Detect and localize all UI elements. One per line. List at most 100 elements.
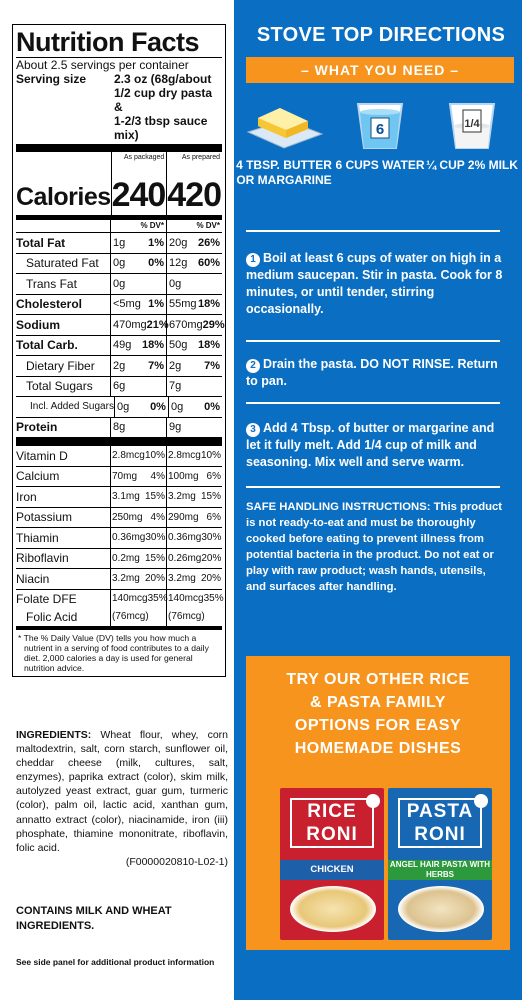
- nutrient-amount: 7g: [169, 380, 182, 393]
- nutrient-amount: 0g: [113, 277, 126, 290]
- ingredients-text: Wheat flour, whey, corn maltodextrin, sa…: [16, 729, 228, 854]
- nutrient-prepared: 2g 7%: [166, 356, 222, 376]
- promo-panel: TRY OUR OTHER RICE & PASTA FAMILY OPTION…: [246, 656, 510, 950]
- nutrient-amount: 1g: [113, 236, 126, 249]
- vitamin-name: Vitamin D: [16, 448, 68, 463]
- dv-header: % DV*: [166, 220, 222, 232]
- step-number: 1: [246, 253, 260, 267]
- nutrient-name: Protein: [16, 420, 58, 435]
- nutrient-amount: <5mg: [113, 298, 141, 311]
- vitamin-dv: 20%: [144, 573, 165, 585]
- nutrient-prepared: 12g 60%: [166, 253, 222, 273]
- divider: [16, 57, 222, 58]
- step-3: 3 Add 4 Tbsp. of butter or margarine and …: [246, 420, 510, 471]
- nutrient-row: Saturated Fat 0g 0% 12g 60%: [16, 253, 222, 274]
- nutrient-prepared: 7g: [166, 376, 222, 396]
- vitamin-amount: 2.8mcg: [168, 450, 201, 462]
- nutrient-row: Total Fat 1g 1% 20g 26%: [16, 233, 222, 254]
- nutrient-name: Total Carb.: [16, 338, 78, 353]
- calories-packaged-col: As packaged 240: [110, 152, 167, 215]
- nutrient-dv: 29%: [202, 318, 225, 331]
- nutrient-amount: 49g: [113, 339, 132, 352]
- nutrient-row: Total Carb. 49g 18% 50g 18%: [16, 335, 222, 356]
- calories-row: Calories As packaged 240 As prepared 420: [16, 152, 222, 216]
- vitamin-dv: 6%: [206, 470, 221, 482]
- nutrient-amount: 20g: [169, 236, 188, 249]
- vitamin-dv: 4%: [150, 511, 165, 523]
- vitamin-name: Iron: [16, 489, 37, 504]
- divider: [246, 402, 500, 404]
- butter-icon: [246, 108, 324, 149]
- folate-prepared: 140mcg 35% (76mcg): [166, 589, 224, 626]
- nutrient-packaged: 1g 1%: [110, 233, 166, 253]
- vitamin-prepared: 0.36mg 30%: [166, 528, 222, 548]
- vitamin-dv: 4%: [150, 470, 165, 482]
- directions-title: STOVE TOP DIRECTIONS: [256, 24, 506, 46]
- folate-name: Folate DFE: [16, 591, 77, 606]
- step-1: 1 Boil at least 6 cups of water on high i…: [246, 250, 510, 318]
- vitamin-prepared: 100mg 6%: [166, 466, 222, 486]
- nutrient-name: Total Fat: [16, 235, 66, 250]
- what-you-need-bar: – WHAT YOU NEED –: [246, 57, 514, 83]
- serving-size: Serving size 2.3 oz (68g/about 1/2 cup d…: [16, 72, 222, 142]
- nutrient-row: Dietary Fiber 2g 7% 2g 7%: [16, 356, 222, 377]
- nutrient-amount: 9g: [169, 421, 182, 434]
- vitamin-name: Calcium: [16, 469, 60, 484]
- calories-prepared: 420: [167, 176, 222, 214]
- nutrient-packaged: 2g 7%: [110, 356, 166, 376]
- vitamin-row: Vitamin D 2.8mcg 10% 2.8mcg 10%: [16, 446, 222, 467]
- vitamin-dv: 15%: [144, 491, 165, 503]
- nutrient-dv: 21%: [146, 318, 169, 331]
- nutrient-row: Total Sugars 6g 7g: [16, 376, 222, 397]
- nutrient-amount: 2g: [169, 359, 182, 372]
- divider-medium: [16, 216, 222, 220]
- vitamin-amount: 0.26mg: [168, 552, 202, 564]
- nutrient-packaged: 0g 0%: [113, 397, 168, 417]
- nutrient-prepared: 9g: [166, 417, 222, 437]
- vitamin-amount: 3.2mg: [168, 491, 196, 503]
- promo-title: TRY OUR OTHER RICE & PASTA FAMILY OPTION…: [246, 668, 510, 760]
- step-2: 2 Drain the pasta. DO NOT RINSE. Return t…: [246, 356, 510, 390]
- vitamin-name: Riboflavin: [16, 551, 69, 566]
- vitamin-name: Thiamin: [16, 530, 59, 545]
- vitamin-prepared: 2.8mcg 10%: [166, 446, 222, 466]
- nutrient-dv: 18%: [197, 298, 220, 311]
- step-number: 3: [246, 423, 260, 437]
- nutrient-dv: 18%: [197, 339, 220, 352]
- nutrient-dv: 7%: [204, 359, 220, 372]
- nutrient-amount: 0g: [116, 400, 130, 413]
- vitamin-prepared: 3.2mg 20%: [166, 569, 222, 589]
- water-cup-icon: 6: [356, 103, 404, 149]
- step-text: Drain the pasta. DO NOT RINSE. Return to…: [246, 357, 498, 388]
- need-item-water: 6 6 CUPS WATER: [332, 96, 428, 173]
- folate-packaged-dv: 35%: [147, 592, 168, 604]
- vitamin-packaged: 2.8mcg 10%: [110, 446, 166, 466]
- vitamin-name: Potassium: [16, 510, 73, 525]
- ingredients: INGREDIENTS: Wheat flour, whey, corn mal…: [16, 728, 228, 869]
- need-item-milk: 1/4 ¼ CUP 2% MILK: [424, 96, 520, 173]
- nutrient-amount: 8g: [113, 421, 126, 434]
- vitamin-packaged: 250mg 4%: [110, 507, 166, 527]
- ingredients-code: (F0000020810-L02-1): [125, 855, 228, 868]
- nutrient-packaged: 0g: [110, 274, 166, 294]
- nutrient-name: Dietary Fiber: [26, 358, 95, 373]
- nutrient-dv: 0%: [148, 257, 164, 270]
- folate-packaged-amount: 140mcg: [112, 592, 148, 604]
- vitamin-amount: 0.2mg: [112, 552, 140, 564]
- milk-cup-number: 1/4: [464, 118, 480, 130]
- nutrient-prepared: 50g 18%: [166, 335, 222, 355]
- nutrient-row: Sodium 470mg 21% 670mg 29%: [16, 315, 225, 336]
- nutrient-amount: 470mg: [113, 318, 147, 331]
- nutrient-amount: 12g: [169, 257, 188, 270]
- vitamin-dv: 15%: [144, 552, 165, 564]
- nutrition-panel: Nutrition Facts About 2.5 servings per c…: [0, 0, 234, 1000]
- vitamin-dv: 15%: [200, 491, 221, 503]
- vitamin-packaged: 70mg 4%: [110, 466, 166, 486]
- product-flavor: CHICKEN: [280, 860, 384, 880]
- vitamin-dv: 30%: [201, 532, 222, 544]
- calories-packaged: 240: [111, 176, 167, 214]
- vitamin-amount: 0.36mg: [168, 532, 202, 544]
- dv-header-row: % DV* % DV*: [16, 220, 222, 233]
- folate-row: Folate DFE Folic Acid 140mcg 35% (76mcg) …: [16, 589, 224, 626]
- col-header-prepared: As prepared: [181, 154, 220, 161]
